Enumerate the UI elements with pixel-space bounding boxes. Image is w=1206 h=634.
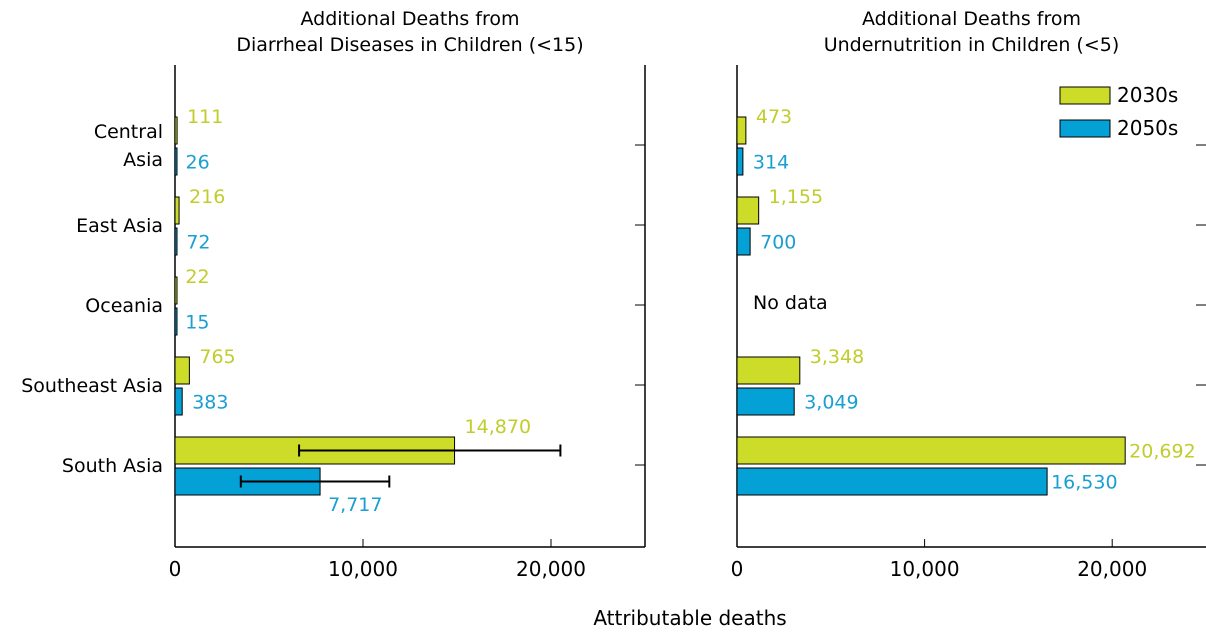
legend-swatch-2050s xyxy=(1059,119,1111,138)
data-label-2030s: 3,348 xyxy=(810,346,864,368)
category-label: Central xyxy=(94,121,163,143)
data-label-2030s: 20,692 xyxy=(1129,441,1195,463)
bar-2050s xyxy=(736,467,1048,496)
data-label-2030s: 765 xyxy=(199,346,235,368)
bar-2030s xyxy=(174,356,190,385)
x-tick-label: 0 xyxy=(731,557,744,581)
data-label-2050s: 383 xyxy=(192,392,228,414)
data-label-2030s: 473 xyxy=(756,106,792,128)
bar-2030s xyxy=(174,276,178,305)
data-label-2050s: 3,049 xyxy=(804,392,858,414)
bar-2030s xyxy=(736,436,1126,465)
category-label: South Asia xyxy=(62,455,163,477)
category-label: Southeast Asia xyxy=(21,375,163,397)
chart-title-line: Undernutrition in Children (<5) xyxy=(824,34,1120,56)
chart-title-line: Additional Deaths from xyxy=(300,8,519,30)
bar-2050s xyxy=(174,307,178,336)
x-tick-label: 10,000 xyxy=(890,557,960,581)
x-tick-label: 10,000 xyxy=(328,557,398,581)
x-axis-label: Attributable deaths xyxy=(593,606,786,630)
bar-2050s xyxy=(174,147,178,176)
bar-2050s xyxy=(736,387,795,416)
data-label-2050s: 15 xyxy=(185,312,209,334)
x-tick-label: 20,000 xyxy=(516,557,586,581)
category-label: Oceania xyxy=(85,295,163,317)
no-data-note: No data xyxy=(753,292,828,314)
category-label: East Asia xyxy=(76,215,163,237)
legend-label-2050s: 2050s xyxy=(1117,116,1178,140)
data-label-2050s: 700 xyxy=(760,232,796,254)
bar-2030s xyxy=(736,196,760,225)
bar-2050s xyxy=(174,227,178,256)
x-tick-label: 0 xyxy=(169,557,182,581)
data-label-2030s: 111 xyxy=(187,106,223,128)
bar-2030s xyxy=(736,356,801,385)
data-label-2050s: 7,717 xyxy=(328,494,382,516)
legend-swatch-2030s xyxy=(1059,86,1111,105)
bar-2030s xyxy=(736,116,747,145)
data-label-2030s: 22 xyxy=(185,266,209,288)
legend-label-2030s: 2030s xyxy=(1117,83,1178,107)
bar-2050s xyxy=(174,387,183,416)
data-label-2050s: 26 xyxy=(185,152,209,174)
data-label-2050s: 72 xyxy=(186,232,210,254)
data-label-2050s: 314 xyxy=(753,152,789,174)
category-label: Asia xyxy=(123,149,163,171)
bar-2050s xyxy=(736,147,744,176)
bar-2030s xyxy=(174,116,178,145)
bar-2050s xyxy=(736,227,751,256)
data-label-2030s: 1,155 xyxy=(769,186,823,208)
chart-title-line: Additional Deaths from xyxy=(862,8,1081,30)
data-label-2030s: 14,870 xyxy=(465,416,531,438)
bar-2030s xyxy=(174,196,180,225)
data-label-2030s: 216 xyxy=(189,186,225,208)
chart-title-line: Diarrheal Diseases in Children (<15) xyxy=(236,34,583,56)
x-tick-label: 20,000 xyxy=(1077,557,1147,581)
data-label-2050s: 16,530 xyxy=(1051,472,1117,494)
